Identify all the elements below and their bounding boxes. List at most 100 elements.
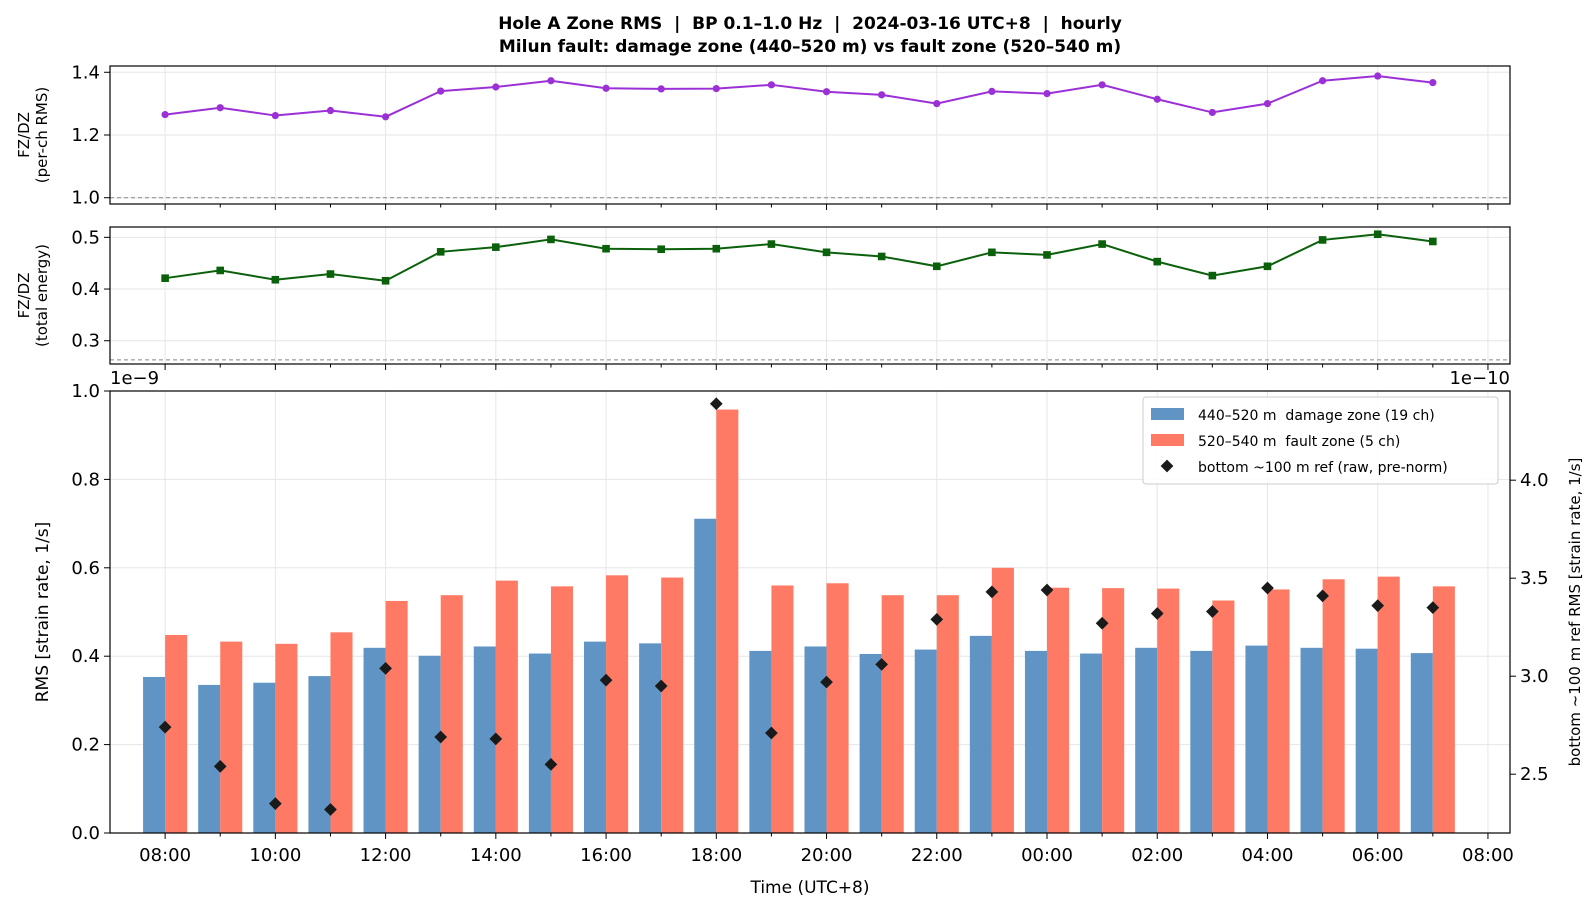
bar-damage-21 xyxy=(1300,647,1323,833)
bar-fault-10 xyxy=(716,409,739,833)
x-tick-label-1: 10:00 xyxy=(249,845,301,866)
x-tick-label-7: 22:00 xyxy=(911,845,963,866)
x-tick-label-11: 06:00 xyxy=(1352,845,1404,866)
bar-fault-17 xyxy=(1102,588,1125,833)
panel2-point-14 xyxy=(932,262,941,271)
panel1-point-2 xyxy=(271,111,279,120)
panel1-y-tick-label-0: 1.0 xyxy=(71,188,100,209)
panel1-point-11 xyxy=(767,81,776,89)
bar-fault-19 xyxy=(1212,600,1235,833)
panel2-point-20 xyxy=(1263,262,1272,271)
x-tick-label-5: 18:00 xyxy=(690,845,742,866)
bar-damage-10 xyxy=(694,518,717,833)
panel1-point-23 xyxy=(1429,79,1437,87)
panel1-point-12 xyxy=(822,88,831,96)
panel2-ylabel-line1: FZ/DZ xyxy=(15,273,33,319)
bar-damage-2 xyxy=(253,682,276,833)
ratio-total-energy-panel: 0.3 0.4 0.5 FZ/DZ (total energy) xyxy=(15,226,1511,370)
panel3-y-tick-label-3: 0.6 xyxy=(71,558,100,579)
panel1-ylabel-line1: FZ/DZ xyxy=(15,112,33,158)
panel1-y-tick-label-2: 1.4 xyxy=(71,62,100,83)
panel1-point-16 xyxy=(1043,90,1051,98)
panel2-point-18 xyxy=(1153,257,1162,266)
bar-damage-7 xyxy=(528,653,551,833)
panel1-point-0 xyxy=(161,111,169,119)
panel1-point-15 xyxy=(988,87,996,96)
panel2-point-13 xyxy=(877,252,886,261)
bar-damage-8 xyxy=(584,641,607,833)
panel3-y-tick-label-4: 0.8 xyxy=(71,469,100,490)
bar-damage-19 xyxy=(1190,650,1213,833)
panel2-point-2 xyxy=(271,275,280,284)
x-tick-label-2: 12:00 xyxy=(360,845,412,866)
panel2-ylabel-line2: (total energy) xyxy=(33,244,51,347)
bar-damage-20 xyxy=(1245,645,1268,833)
panel2-point-5 xyxy=(436,248,445,256)
bar-fault-1 xyxy=(220,641,243,833)
bar-fault-9 xyxy=(661,577,684,833)
panel3-y-tick-label-1: 0.2 xyxy=(71,735,100,756)
bar-fault-8 xyxy=(606,575,629,833)
x-tick-label-3: 14:00 xyxy=(470,845,522,866)
x-tick-label-12: 08:00 xyxy=(1462,845,1514,866)
legend-swatch-fault xyxy=(1151,434,1184,446)
bar-damage-6 xyxy=(473,646,496,833)
panel2-point-16 xyxy=(1043,251,1051,259)
panel1-point-7 xyxy=(547,77,555,85)
panel2-point-19 xyxy=(1208,271,1217,280)
panel3-y2-tick-label-2: 3.5 xyxy=(1520,568,1549,589)
bar-damage-14 xyxy=(914,649,937,833)
x-tick-label-10: 04:00 xyxy=(1242,845,1294,866)
panel1-point-5 xyxy=(437,87,445,95)
panel2-point-1 xyxy=(216,266,225,275)
x-tick-label-0: 08:00 xyxy=(139,845,191,866)
legend-label-ref: bottom ~100 m ref (raw, pre-norm) xyxy=(1198,460,1448,476)
y-axis-label: RMS [strain rate, 1/s] xyxy=(33,522,53,703)
chart-title-line2: Milun fault: damage zone (440–520 m) vs … xyxy=(499,37,1121,57)
panel1-point-18 xyxy=(1153,95,1161,103)
bar-fault-22 xyxy=(1377,576,1400,833)
bar-damage-18 xyxy=(1135,647,1158,833)
chart-title-line1: Hole A Zone RMS | BP 0.1–1.0 Hz | 2024-0… xyxy=(498,14,1122,34)
offset-text-left: 1e−9 xyxy=(110,368,159,389)
panel1-point-10 xyxy=(712,84,720,93)
bar-fault-11 xyxy=(771,585,794,833)
x-tick-label-8: 00:00 xyxy=(1021,845,1073,866)
bar-fault-13 xyxy=(881,595,904,833)
panel1-point-19 xyxy=(1208,108,1216,117)
bar-damage-23 xyxy=(1410,653,1433,833)
bar-fault-18 xyxy=(1157,588,1180,833)
panel3-y-tick-label-2: 0.4 xyxy=(71,646,100,667)
bar-fault-2 xyxy=(275,643,298,833)
panel3-y-tick-label-0: 0.0 xyxy=(71,823,100,844)
ref-point-10 xyxy=(709,397,723,411)
x-tick-label-9: 02:00 xyxy=(1131,845,1183,866)
bar-fault-21 xyxy=(1322,579,1345,833)
panel1-point-8 xyxy=(602,84,610,92)
panel2-axes-frame xyxy=(109,226,1511,365)
panel1-ylabel-line2: (per-ch RMS) xyxy=(33,87,51,183)
panel1-point-1 xyxy=(216,104,224,112)
panel2-series-line xyxy=(164,233,1433,282)
legend-label-damage: 440–520 m damage zone (19 ch) xyxy=(1198,408,1435,424)
panel1-point-4 xyxy=(381,113,390,121)
bar-damage-0 xyxy=(143,676,166,833)
panel2-point-22 xyxy=(1373,230,1382,239)
bar-damage-3 xyxy=(308,676,331,833)
bar-damage-15 xyxy=(969,635,992,833)
panel1-point-9 xyxy=(657,85,665,93)
bar-damage-12 xyxy=(804,646,827,833)
panel1-axes-frame xyxy=(109,65,1511,205)
panel2-y-tick-label-2: 0.5 xyxy=(71,227,100,248)
panel1-point-17 xyxy=(1098,81,1106,89)
legend: 440–520 m damage zone (19 ch) 520–540 m … xyxy=(1142,396,1499,485)
bar-fault-15 xyxy=(991,567,1014,833)
panel2-point-21 xyxy=(1318,236,1327,244)
panel2-point-4 xyxy=(381,276,390,285)
bar-damage-9 xyxy=(639,643,662,833)
panel1-point-6 xyxy=(492,83,500,91)
x-tick-label-6: 20:00 xyxy=(801,845,853,866)
panel3-y2-tick-label-0: 2.5 xyxy=(1520,764,1549,785)
bar-damage-17 xyxy=(1080,653,1103,833)
bar-damage-5 xyxy=(418,655,441,833)
